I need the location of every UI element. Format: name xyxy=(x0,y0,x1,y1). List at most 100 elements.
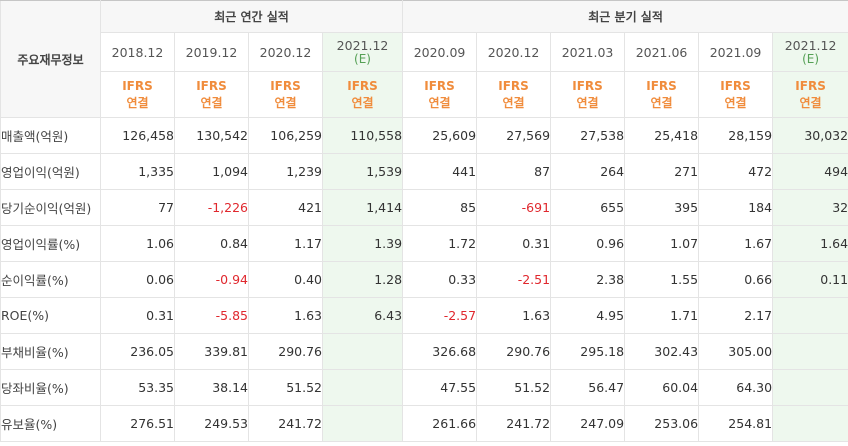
consolidated-label: 연결 xyxy=(799,95,822,110)
period-header: 2021.03 xyxy=(550,32,626,72)
value-cell: 2.38 xyxy=(550,261,626,298)
period-date: 2021.06 xyxy=(635,44,688,60)
table-body: 매출액(억원) 126,458 130,542 106,259 110,558 25,60… xyxy=(0,117,848,442)
ifrs-header: IFRS 연결 xyxy=(174,71,249,118)
value-cell: 38.14 xyxy=(174,369,249,406)
value-cell: 30,032 xyxy=(772,117,848,154)
value-cell: 110,558 xyxy=(321,117,404,154)
consolidated-label: 연결 xyxy=(351,95,374,110)
period-date: 2021.12 xyxy=(784,38,837,53)
ifrs-label: IFRS xyxy=(270,78,301,93)
value-cell: 1.17 xyxy=(248,225,323,262)
value-cell xyxy=(321,333,404,370)
value-cell: 2.17 xyxy=(698,297,774,334)
value-cell: 1,094 xyxy=(174,153,249,190)
ifrs-header: IFRS 연결 xyxy=(550,71,626,118)
value-cell: 302.43 xyxy=(624,333,700,370)
value-cell: 421 xyxy=(248,189,323,226)
table-row: 당기순이익(억원) 77 -1,226 421 1,414 85 -691 655 395 184… xyxy=(0,189,848,226)
row-label: 매출액(억원) xyxy=(0,117,101,154)
period-date: 2020.12 xyxy=(259,44,312,60)
value-cell: 0.96 xyxy=(550,225,626,262)
value-cell: 1.06 xyxy=(100,225,175,262)
value-cell: 1,239 xyxy=(248,153,323,190)
value-cell: 0.33 xyxy=(402,261,478,298)
label-column-header: 주요재무정보 xyxy=(0,0,101,118)
value-cell: 249.53 xyxy=(174,405,249,442)
consolidated-label: 연결 xyxy=(650,95,673,110)
value-cell: 1,335 xyxy=(100,153,175,190)
value-cell: 0.31 xyxy=(476,225,552,262)
value-cell: 1.28 xyxy=(321,261,404,298)
value-cell: 0.66 xyxy=(698,261,774,298)
value-cell: 6.43 xyxy=(321,297,404,334)
value-cell: 261.66 xyxy=(402,405,478,442)
value-cell: 0.06 xyxy=(100,261,175,298)
value-cell: 25,609 xyxy=(402,117,478,154)
value-cell xyxy=(772,333,848,370)
value-cell: 1.63 xyxy=(248,297,323,334)
value-cell: 53.35 xyxy=(100,369,175,406)
value-cell: 472 xyxy=(698,153,774,190)
period-date: 2019.12 xyxy=(185,44,238,60)
value-cell: 655 xyxy=(550,189,626,226)
table-row: ROE(%) 0.31 -5.85 1.63 6.43 -2.57 1.63 4.95 1.71… xyxy=(0,297,848,334)
value-cell: 1.71 xyxy=(624,297,700,334)
value-cell: 326.68 xyxy=(402,333,478,370)
table-row: 매출액(억원) 126,458 130,542 106,259 110,558 25,60… xyxy=(0,117,848,154)
table-row: 당좌비율(%) 53.35 38.14 51.52 47.55 51.52 56.47 60.… xyxy=(0,369,848,406)
consolidated-label: 연결 xyxy=(576,95,599,110)
table-row: 영업이익(억원) 1,335 1,094 1,239 1,539 441 87 264 271 4… xyxy=(0,153,848,190)
value-cell xyxy=(321,369,404,406)
consolidated-label: 연결 xyxy=(200,95,223,110)
value-cell: 305.00 xyxy=(698,333,774,370)
period-date: 2018.12 xyxy=(111,44,164,60)
value-cell: 1,539 xyxy=(321,153,404,190)
group-header-row: 주요재무정보 최근 연간 실적 최근 분기 실적 xyxy=(0,0,848,118)
row-label: ROE(%) xyxy=(0,297,101,334)
period-header: 2021.12 (E) xyxy=(772,32,848,72)
value-cell: 1.55 xyxy=(624,261,700,298)
value-cell: 85 xyxy=(402,189,478,226)
estimate-marker: (E) xyxy=(354,52,371,66)
value-cell xyxy=(321,405,404,442)
value-cell: 60.04 xyxy=(624,369,700,406)
ifrs-label: IFRS xyxy=(347,78,378,93)
ifrs-header: IFRS 연결 xyxy=(248,71,323,118)
value-cell: 47.55 xyxy=(402,369,478,406)
period-header: 2018.12 xyxy=(100,32,175,72)
value-cell: -2.57 xyxy=(402,297,478,334)
ifrs-header: IFRS 연결 xyxy=(772,71,848,118)
consolidated-label: 연결 xyxy=(428,95,451,110)
ifrs-header: IFRS 연결 xyxy=(100,71,175,118)
period-header-row: 2018.12 2019.12 2020.12 2021.12 (E) 2020.09 20… xyxy=(1,32,848,72)
value-cell: 130,542 xyxy=(174,117,249,154)
value-cell: 253.06 xyxy=(624,405,700,442)
value-cell: 290.76 xyxy=(476,333,552,370)
ifrs-header: IFRS 연결 xyxy=(321,71,404,118)
estimate-marker: (E) xyxy=(802,52,820,66)
consolidated-label: 연결 xyxy=(502,95,525,110)
value-cell: 0.40 xyxy=(248,261,323,298)
value-cell: 241.72 xyxy=(476,405,552,442)
value-cell: -0.94 xyxy=(174,261,249,298)
value-cell: 0.84 xyxy=(174,225,249,262)
value-cell: 1.39 xyxy=(321,225,404,262)
ifrs-label: IFRS xyxy=(424,78,455,93)
value-cell: 106,259 xyxy=(248,117,323,154)
period-header: 2019.12 xyxy=(174,32,249,72)
row-label: 순이익률(%) xyxy=(0,261,101,298)
value-cell: 236.05 xyxy=(100,333,175,370)
value-cell: 1.63 xyxy=(476,297,552,334)
table-row: 유보율(%) 276.51 249.53 241.72 261.66 241.72 247.… xyxy=(0,405,848,442)
value-cell: 1.64 xyxy=(772,225,848,262)
row-label: 당좌비율(%) xyxy=(0,369,101,406)
value-cell: 87 xyxy=(476,153,552,190)
ifrs-label: IFRS xyxy=(720,78,751,93)
value-cell xyxy=(772,369,848,406)
value-cell: 51.52 xyxy=(248,369,323,406)
period-header: 2021.12 (E) xyxy=(321,32,404,72)
consolidated-label: 연결 xyxy=(724,95,747,110)
value-cell: 27,538 xyxy=(550,117,626,154)
ifrs-header-row: IFRS 연결 IFRS 연결 IFRS 연결 IFRS 연결 IFRS 연결 IFRS 연결 IFRS… xyxy=(1,71,848,118)
